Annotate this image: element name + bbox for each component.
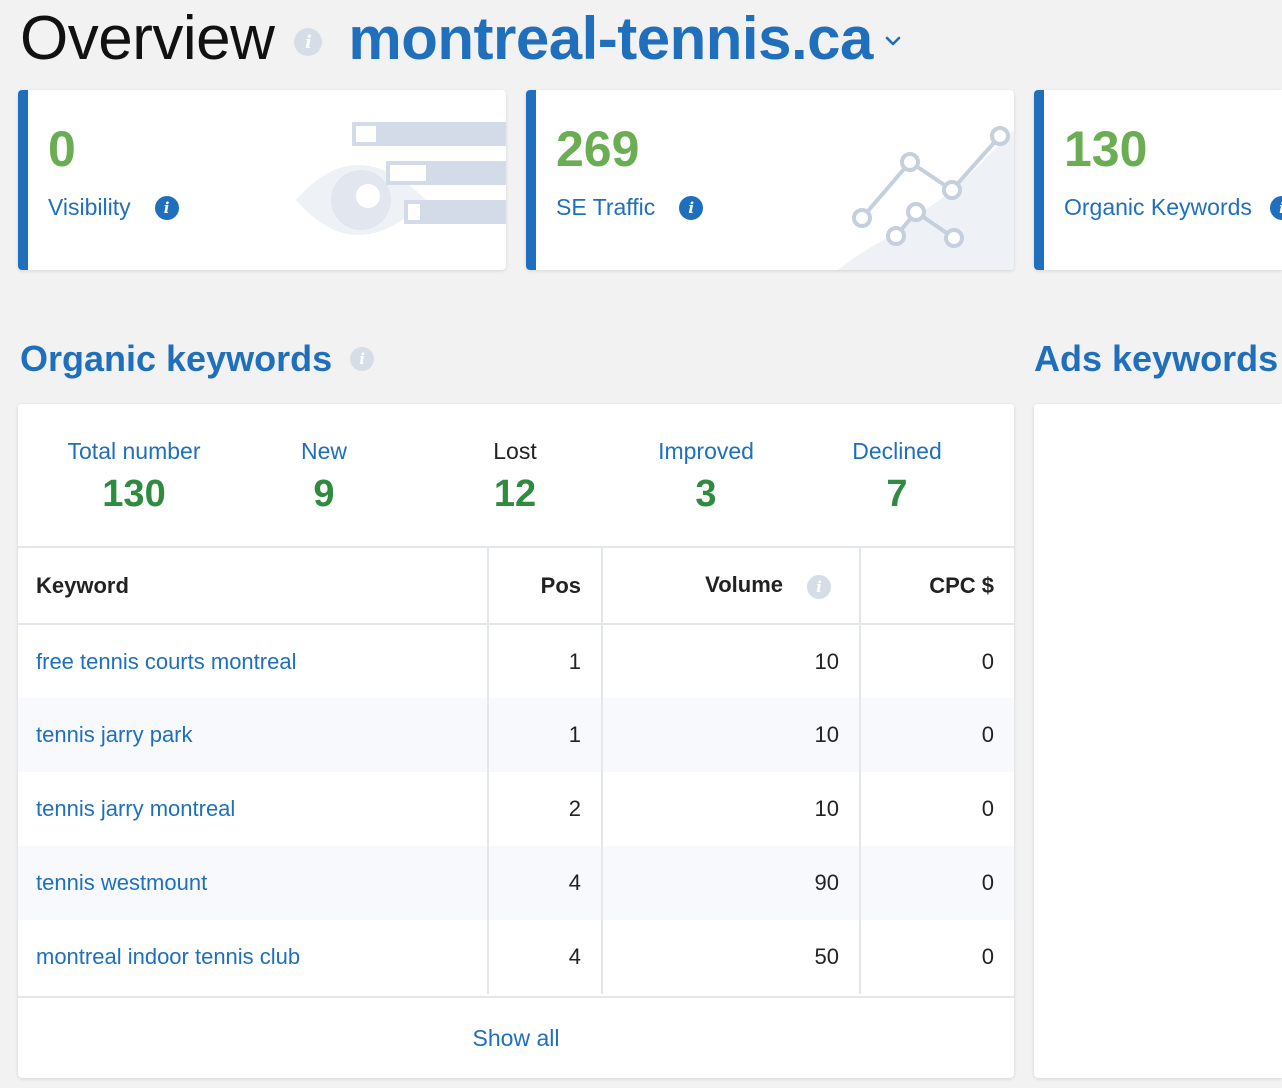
column-header-pos[interactable]: Pos xyxy=(488,548,603,625)
table-row: montreal indoor tennis club 4 50 0 xyxy=(18,920,1014,994)
column-header-volume[interactable]: Volume i xyxy=(602,548,861,625)
keyword-link[interactable]: tennis westmount xyxy=(36,870,208,895)
table-header-row: Keyword Pos Volume i CPC $ xyxy=(18,548,1014,625)
volume-cell: 10 xyxy=(602,624,861,698)
stat-label: Lost xyxy=(493,438,537,464)
info-icon[interactable]: i xyxy=(1269,195,1282,220)
info-icon[interactable]: i xyxy=(154,195,179,220)
show-all-row: Show all xyxy=(18,996,1014,1078)
table-row: free tennis courts montreal 1 10 0 xyxy=(18,624,1014,698)
column-header-keyword[interactable]: Keyword xyxy=(18,548,489,625)
volume-cell: 10 xyxy=(602,698,861,772)
keyword-link[interactable]: tennis jarry park xyxy=(36,722,193,747)
info-icon[interactable]: i xyxy=(294,28,323,56)
table-row: tennis westmount 4 90 0 xyxy=(18,846,1014,920)
stat-new[interactable]: New 9 xyxy=(234,438,414,516)
stat-label: New xyxy=(300,438,347,464)
cpc-cell: 0 xyxy=(860,846,1014,920)
position-cell: 4 xyxy=(488,920,603,994)
cpc-cell: 0 xyxy=(981,944,994,969)
stat-label: Improved xyxy=(658,438,754,464)
info-icon[interactable]: i xyxy=(350,347,375,371)
organic-keywords-value: 130 xyxy=(1064,121,1148,177)
position-cell: 4 xyxy=(488,846,603,920)
stat-lost[interactable]: Lost 12 xyxy=(425,438,605,516)
page-header: Overview i montreal-tennis.ca xyxy=(20,2,903,74)
position-cell: 1 xyxy=(488,624,603,698)
info-icon[interactable]: i xyxy=(679,195,704,220)
position-cell: 2 xyxy=(488,772,603,846)
table-row: tennis jarry montreal 2 10 0 xyxy=(18,772,1014,846)
cpc-cell: 0 xyxy=(981,796,994,821)
volume-cell: 50 xyxy=(602,920,861,994)
keyword-link[interactable]: tennis jarry montreal xyxy=(36,796,236,821)
keyword-link[interactable]: free tennis courts montreal xyxy=(36,648,297,674)
stat-total-number[interactable]: Total number 130 xyxy=(44,438,224,516)
domain-selector[interactable]: montreal-tennis.ca xyxy=(348,4,873,72)
keyword-stats: Total number 130 New 9 Lost 12 Improved … xyxy=(18,404,1014,548)
page-title: Overview xyxy=(20,3,275,73)
se-traffic-label: SE Traffic xyxy=(556,194,656,220)
chevron-down-icon[interactable] xyxy=(883,31,903,51)
volume-cell: 90 xyxy=(602,846,861,920)
column-header-cpc[interactable]: CPC $ xyxy=(860,548,1014,625)
stat-value: 130 xyxy=(102,473,166,515)
ads-keywords-panel xyxy=(1034,404,1282,1078)
organic-keywords-heading: Organic keywords xyxy=(20,338,333,379)
stat-value: 3 xyxy=(695,473,717,515)
se-traffic-card: 269 SE Traffic i xyxy=(526,90,1014,270)
ads-keywords-section-title: Ads keywords xyxy=(1034,338,1278,380)
stat-value: 12 xyxy=(493,473,537,515)
stat-label: Total number xyxy=(67,438,201,464)
visibility-card: 0 Visibility i xyxy=(18,90,506,270)
position-cell: 1 xyxy=(488,698,603,772)
organic-keywords-section-title: Organic keywords i xyxy=(20,338,375,380)
keyword-link[interactable]: montreal indoor tennis club xyxy=(36,944,301,969)
ads-keywords-heading: Ads keywords xyxy=(1034,338,1279,379)
organic-keywords-label-row: Organic Keywords i xyxy=(1064,194,1282,221)
volume-cell: 10 xyxy=(602,772,861,846)
info-icon[interactable]: i xyxy=(807,574,831,599)
visibility-label-row: Visibility i xyxy=(48,194,179,221)
se-traffic-value: 269 xyxy=(556,121,640,177)
stat-value: 7 xyxy=(886,473,908,515)
organic-keywords-card: 130 Organic Keywords i xyxy=(1034,90,1282,270)
stat-improved[interactable]: Improved 3 xyxy=(616,438,796,516)
stat-label: Declined xyxy=(852,438,942,464)
stat-declined[interactable]: Declined 7 xyxy=(807,438,987,516)
cpc-cell: 0 xyxy=(981,648,994,674)
visibility-illustration-icon xyxy=(296,122,506,235)
show-all-link[interactable]: Show all xyxy=(472,1024,560,1051)
visibility-value: 0 xyxy=(48,121,76,177)
organic-keywords-panel: Total number 130 New 9 Lost 12 Improved … xyxy=(18,404,1014,1078)
organic-keywords-label: Organic Keywords xyxy=(1064,194,1252,220)
se-traffic-label-row: SE Traffic i xyxy=(556,194,704,221)
traffic-chart-illustration-icon xyxy=(838,126,1014,270)
cpc-cell: 0 xyxy=(860,698,1014,772)
visibility-label: Visibility xyxy=(48,194,131,220)
stat-value: 9 xyxy=(313,473,335,515)
table-row: tennis jarry park 1 10 0 xyxy=(18,698,1014,772)
keywords-table: Keyword Pos Volume i CPC $ free tennis co… xyxy=(18,548,1014,994)
